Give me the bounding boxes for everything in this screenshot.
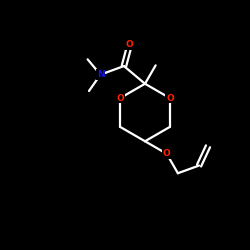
Text: O: O (166, 94, 174, 102)
Text: O: O (126, 40, 134, 49)
Text: N: N (97, 70, 104, 79)
Text: O: O (116, 94, 124, 102)
Text: O: O (163, 149, 170, 158)
